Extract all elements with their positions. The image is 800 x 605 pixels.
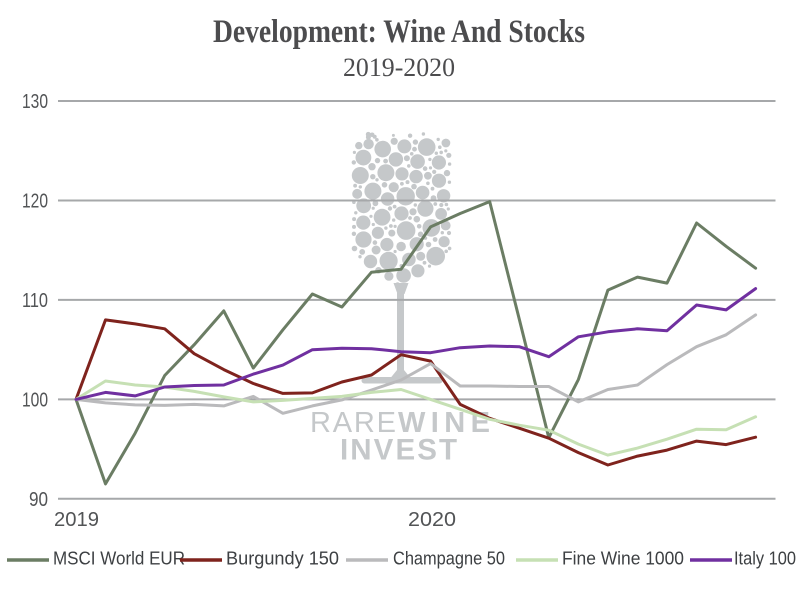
svg-text:2019: 2019 bbox=[54, 508, 99, 531]
svg-text:2019-2020: 2019-2020 bbox=[343, 53, 455, 82]
svg-text:MSCI World EUR: MSCI World EUR bbox=[53, 549, 185, 569]
svg-text:Champagne 50: Champagne 50 bbox=[393, 549, 505, 569]
svg-text:RARE: RARE bbox=[310, 407, 396, 439]
svg-text:Italy 100: Italy 100 bbox=[734, 549, 796, 569]
svg-text:INVEST: INVEST bbox=[340, 434, 457, 467]
svg-text:2020: 2020 bbox=[408, 508, 456, 531]
svg-text:120: 120 bbox=[22, 190, 48, 213]
svg-text:Fine Wine 1000: Fine Wine 1000 bbox=[562, 549, 684, 569]
svg-text:130: 130 bbox=[22, 90, 48, 113]
svg-text:100: 100 bbox=[22, 389, 48, 412]
svg-text:110: 110 bbox=[22, 289, 48, 312]
svg-text:90: 90 bbox=[29, 488, 48, 511]
svg-text:Burgundy 150: Burgundy 150 bbox=[226, 549, 339, 569]
svg-text:Development: Wine And Stocks: Development: Wine And Stocks bbox=[213, 14, 585, 50]
